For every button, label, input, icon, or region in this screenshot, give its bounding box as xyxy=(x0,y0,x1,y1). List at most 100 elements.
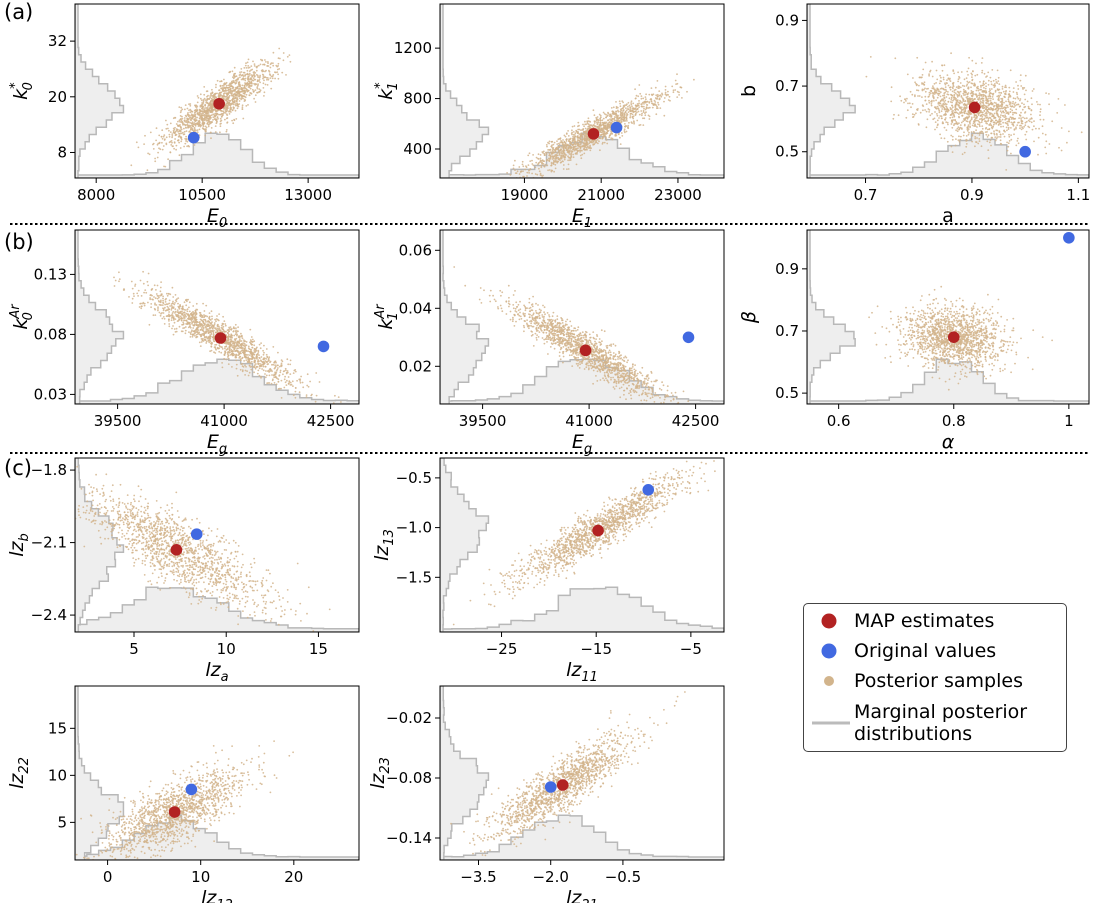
original-value-point xyxy=(610,121,623,134)
posterior-point xyxy=(1017,88,1020,90)
posterior-point xyxy=(1023,117,1026,120)
posterior-point xyxy=(261,368,263,370)
posterior-point xyxy=(1037,153,1039,156)
posterior-point xyxy=(572,137,574,140)
posterior-point xyxy=(926,88,928,90)
posterior-point xyxy=(611,118,613,121)
posterior-point xyxy=(576,132,579,134)
posterior-point xyxy=(246,72,249,75)
posterior-point xyxy=(219,123,222,125)
posterior-point xyxy=(1030,109,1033,111)
posterior-point xyxy=(629,107,632,109)
posterior-point xyxy=(617,115,619,117)
posterior-point xyxy=(607,112,610,115)
posterior-point xyxy=(993,104,996,107)
posterior-point xyxy=(991,69,994,71)
posterior-point xyxy=(602,117,605,120)
posterior-point xyxy=(968,131,970,134)
posterior-point xyxy=(1013,133,1015,136)
posterior-point xyxy=(990,80,993,83)
posterior-point xyxy=(944,99,947,102)
posterior-point xyxy=(547,151,549,154)
posterior-point xyxy=(985,126,988,129)
posterior-point xyxy=(626,112,628,115)
posterior-point xyxy=(924,109,926,111)
posterior-point xyxy=(568,153,571,155)
posterior-point xyxy=(558,149,561,152)
posterior-point xyxy=(595,141,598,144)
posterior-point xyxy=(981,127,984,130)
posterior-point xyxy=(979,121,981,124)
posterior-point xyxy=(933,100,935,102)
posterior-point xyxy=(595,119,598,122)
posterior-point xyxy=(1010,118,1013,120)
posterior-point xyxy=(1004,115,1007,118)
posterior-point xyxy=(960,95,963,97)
posterior-point xyxy=(259,89,262,92)
posterior-point xyxy=(184,326,187,328)
posterior-point xyxy=(989,139,992,142)
posterior-point xyxy=(973,125,976,127)
posterior-point xyxy=(634,107,637,110)
posterior-point xyxy=(946,74,949,76)
posterior-point xyxy=(228,84,231,87)
posterior-point xyxy=(950,98,953,101)
posterior-point xyxy=(932,96,935,99)
posterior-point xyxy=(592,124,595,126)
posterior-point xyxy=(207,94,209,97)
posterior-point xyxy=(601,127,603,130)
posterior-point xyxy=(554,159,557,162)
posterior-point xyxy=(202,119,205,121)
posterior-point xyxy=(951,101,953,104)
posterior-point xyxy=(648,101,651,103)
posterior-point xyxy=(912,115,915,118)
posterior-point xyxy=(252,71,255,74)
posterior-point xyxy=(132,292,135,295)
posterior-point xyxy=(235,96,237,99)
posterior-point xyxy=(256,91,258,94)
posterior-point xyxy=(637,104,640,107)
posterior-point xyxy=(164,298,167,301)
posterior-point xyxy=(180,109,183,112)
posterior-point xyxy=(951,126,954,129)
posterior-point xyxy=(869,56,872,58)
posterior-point xyxy=(180,126,182,129)
posterior-point xyxy=(925,110,928,113)
posterior-point xyxy=(181,115,183,118)
posterior-point xyxy=(210,94,213,97)
posterior-point xyxy=(589,149,592,152)
posterior-point xyxy=(225,104,227,107)
posterior-point xyxy=(1030,113,1032,116)
posterior-point xyxy=(235,327,237,330)
posterior-point xyxy=(1003,95,1006,98)
posterior-point xyxy=(639,92,642,95)
posterior-point xyxy=(985,102,988,105)
posterior-point xyxy=(524,168,527,171)
posterior-point xyxy=(562,147,565,150)
posterior-point xyxy=(196,129,199,132)
posterior-point xyxy=(1009,116,1012,119)
posterior-point xyxy=(204,107,206,109)
posterior-point xyxy=(247,77,250,80)
posterior-point xyxy=(1011,102,1014,105)
posterior-point xyxy=(924,99,927,102)
posterior-point xyxy=(282,59,285,62)
posterior-point xyxy=(250,65,253,67)
posterior-point xyxy=(634,88,636,91)
posterior-point xyxy=(238,87,241,90)
posterior-point xyxy=(233,119,236,122)
posterior-point xyxy=(153,284,156,287)
posterior-point xyxy=(551,146,553,149)
posterior-point xyxy=(306,373,309,376)
posterior-point xyxy=(244,369,247,372)
posterior-point xyxy=(539,172,542,175)
posterior-point xyxy=(567,130,569,132)
posterior-point xyxy=(193,128,196,131)
posterior-point xyxy=(990,107,993,110)
posterior-point xyxy=(553,149,556,151)
posterior-point xyxy=(286,55,289,58)
posterior-point xyxy=(157,308,159,310)
x-axis-label: E0 xyxy=(207,205,227,231)
posterior-point xyxy=(912,77,914,79)
